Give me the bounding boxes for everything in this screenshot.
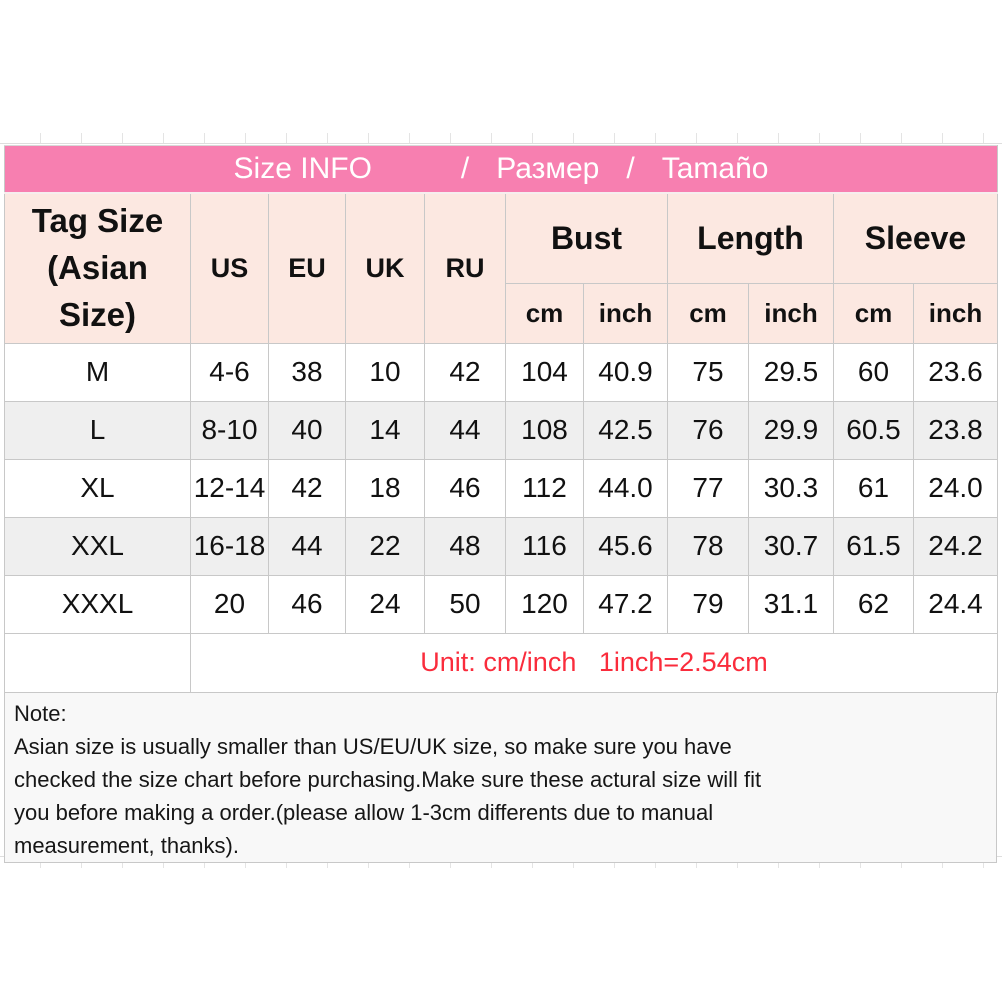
title-slash-icon: / — [460, 152, 470, 185]
data-cell: 16-18 — [190, 516, 269, 576]
unit-note-row: Unit: cm/inch 1inch=2.54cm — [4, 632, 998, 693]
header-row-groups: Tag Size (Asian Size) US EU UK RU Bust L… — [4, 192, 998, 344]
group-header-sleeve: Sleeve — [833, 192, 998, 284]
data-cell: 40.9 — [583, 342, 668, 402]
data-cell: 42 — [268, 458, 346, 518]
unit-header-bust-cm: cm — [505, 282, 584, 344]
title-razmer: Размер — [496, 152, 600, 185]
unit-header-bust-inch: inch — [583, 282, 668, 344]
unit-header-sleeve-inch: inch — [913, 282, 998, 344]
data-cell: 48 — [424, 516, 506, 576]
table-row-m: M 4-6 38 10 42 104 40.9 75 29.5 60 23.6 — [4, 342, 998, 402]
size-cell: M — [4, 342, 191, 402]
data-cell: 40 — [268, 400, 346, 460]
unit-row-empty-cell — [4, 632, 191, 693]
header-row-units: cm inch cm inch cm inch — [5, 282, 998, 344]
size-cell: XXXL — [4, 574, 191, 634]
data-cell: 45.6 — [583, 516, 668, 576]
unit-header-length-inch: inch — [748, 282, 834, 344]
data-cell: 50 — [424, 574, 506, 634]
unit-header-length-cm: cm — [667, 282, 749, 344]
data-cell: 61.5 — [833, 516, 914, 576]
unit-note-text: Unit: cm/inch 1inch=2.54cm — [190, 632, 998, 693]
title-text: Size INFO / Размер / Tamaño — [6, 152, 997, 186]
size-cell: XXL — [4, 516, 191, 576]
size-table: Size INFO / Размер / Tamaño Tag Size (As… — [4, 145, 998, 693]
data-cell: 120 — [505, 574, 584, 634]
data-cell: 8-10 — [190, 400, 269, 460]
data-cell: 24.4 — [913, 574, 998, 634]
group-header-length: Length — [667, 192, 834, 284]
data-cell: 108 — [505, 400, 584, 460]
data-cell: 76 — [667, 400, 749, 460]
data-cell: 29.5 — [748, 342, 834, 402]
size-info-title-bar: Size INFO / Размер / Tamaño — [4, 145, 998, 194]
data-cell: 60 — [833, 342, 914, 402]
tag-size-line: Size) — [58, 295, 137, 333]
note-line: Asian size is usually smaller than US/EU… — [14, 733, 732, 759]
data-cell: 112 — [505, 458, 584, 518]
data-cell: 104 — [505, 342, 584, 402]
data-cell: 20 — [190, 574, 269, 634]
col-header-eu: EU — [268, 192, 346, 344]
size-chart-sheet: Size INFO / Размер / Tamaño Tag Size (As… — [4, 145, 998, 863]
table-row-l: L 8-10 40 14 44 108 42.5 76 29.9 60.5 23… — [4, 400, 998, 460]
data-cell: 24 — [345, 574, 425, 634]
table-row-xxl: XXL 16-18 44 22 48 116 45.6 78 30.7 61.5… — [4, 516, 998, 576]
size-cell: L — [4, 400, 191, 460]
data-cell: 31.1 — [748, 574, 834, 634]
data-cell: 10 — [345, 342, 425, 402]
title-slash-icon: / — [626, 152, 635, 185]
data-cell: 23.8 — [913, 400, 998, 460]
title-tamano: Tamaño — [661, 152, 769, 185]
data-cell: 42.5 — [583, 400, 668, 460]
data-cell: 44 — [268, 516, 346, 576]
data-cell: 38 — [268, 342, 346, 402]
data-cell: 44.0 — [583, 458, 668, 518]
group-header-bust: Bust — [505, 192, 668, 284]
note-line: measurement, thanks). — [14, 832, 239, 858]
data-cell: 23.6 — [913, 342, 998, 402]
col-header-ru: RU — [424, 192, 506, 344]
data-cell: 14 — [345, 400, 425, 460]
data-cell: 79 — [667, 574, 749, 634]
data-cell: 30.3 — [748, 458, 834, 518]
data-cell: 29.9 — [748, 400, 834, 460]
tag-size-line: Tag Size — [31, 201, 164, 239]
data-cell: 44 — [424, 400, 506, 460]
note-line: checked the size chart before purchasing… — [14, 766, 762, 792]
table-row-xxxl: XXXL 20 46 24 50 120 47.2 79 31.1 62 24.… — [4, 574, 998, 634]
tag-size-line: (Asian — [47, 248, 148, 286]
data-cell: 46 — [268, 574, 346, 634]
data-cell: 46 — [424, 458, 506, 518]
data-cell: 24.0 — [913, 458, 998, 518]
table-row-xl: XL 12-14 42 18 46 112 44.0 77 30.3 61 24… — [4, 458, 998, 518]
data-cell: 30.7 — [748, 516, 834, 576]
data-cell: 61 — [833, 458, 914, 518]
data-cell: 42 — [424, 342, 506, 402]
data-cell: 47.2 — [583, 574, 668, 634]
size-cell: XL — [4, 458, 191, 518]
note-box: Note: Asian size is usually smaller than… — [4, 692, 997, 863]
unit-header-sleeve-cm: cm — [833, 282, 914, 344]
col-header-tag-size: Tag Size (Asian Size) — [4, 192, 191, 344]
title-size-info: Size INFO — [233, 152, 372, 185]
data-cell: 77 — [667, 458, 749, 518]
data-cell: 62 — [833, 574, 914, 634]
note-label: Note: — [14, 700, 67, 726]
note-line: you before making a order.(please allow … — [14, 799, 714, 825]
data-cell: 78 — [667, 516, 749, 576]
spreadsheet-gridlines-top — [0, 133, 1002, 144]
data-cell: 22 — [345, 516, 425, 576]
data-cell: 12-14 — [190, 458, 269, 518]
data-cell: 116 — [505, 516, 584, 576]
data-cell: 18 — [345, 458, 425, 518]
data-cell: 60.5 — [833, 400, 914, 460]
col-header-uk: UK — [345, 192, 425, 344]
col-header-us: US — [190, 192, 269, 344]
title-band-row: Size INFO / Размер / Tamaño — [4, 145, 998, 194]
data-cell: 75 — [667, 342, 749, 402]
data-cell: 24.2 — [913, 516, 998, 576]
data-cell: 4-6 — [190, 342, 269, 402]
